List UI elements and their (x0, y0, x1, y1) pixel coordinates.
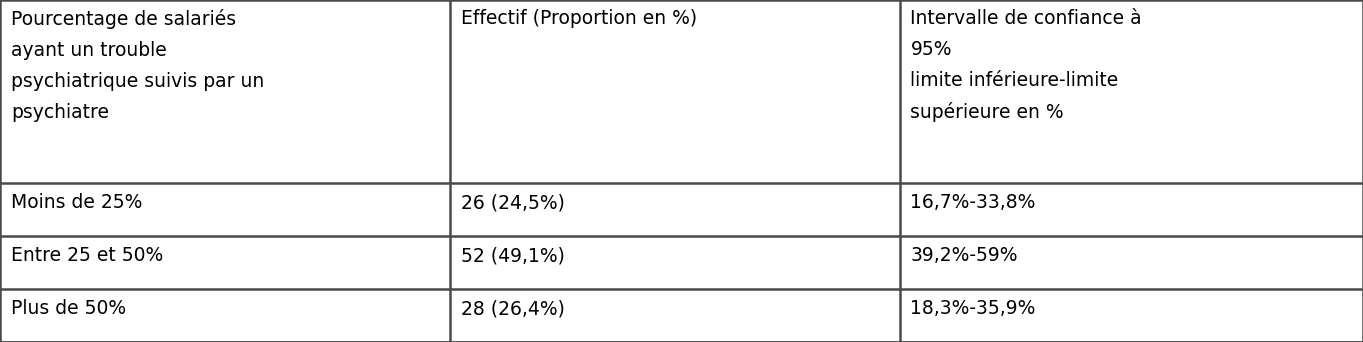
Text: Entre 25 et 50%: Entre 25 et 50% (11, 246, 164, 265)
Text: 39,2%-59%: 39,2%-59% (910, 246, 1018, 265)
Text: Pourcentage de salariés
ayant un trouble
psychiatrique suivis par un
psychiatre: Pourcentage de salariés ayant un trouble… (11, 9, 264, 121)
Text: Effectif (Proportion en %): Effectif (Proportion en %) (461, 9, 696, 28)
Text: 52 (49,1%): 52 (49,1%) (461, 246, 564, 265)
Text: 16,7%-33,8%: 16,7%-33,8% (910, 193, 1036, 212)
Text: Plus de 50%: Plus de 50% (11, 299, 125, 318)
Text: 28 (26,4%): 28 (26,4%) (461, 299, 564, 318)
Text: Moins de 25%: Moins de 25% (11, 193, 142, 212)
Text: 26 (24,5%): 26 (24,5%) (461, 193, 564, 212)
Text: Intervalle de confiance à
95%
limite inférieure-limite
supérieure en %: Intervalle de confiance à 95% limite inf… (910, 9, 1142, 122)
Text: 18,3%-35,9%: 18,3%-35,9% (910, 299, 1036, 318)
